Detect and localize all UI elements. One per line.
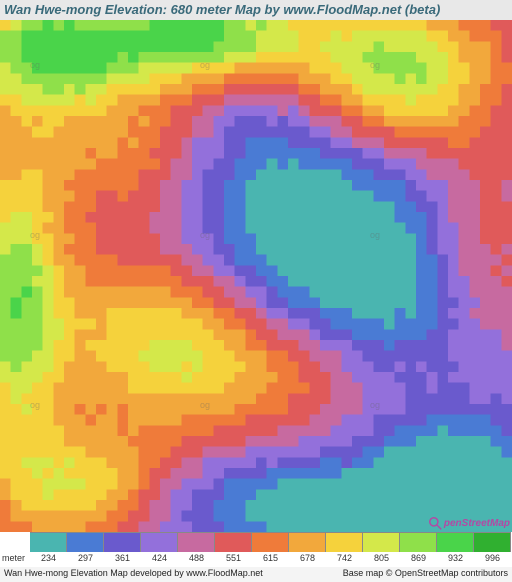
elevation-legend-labels: meter 234 297 361 424 488 551 615 678 742 805 869 9…: [0, 552, 512, 567]
legend-cell: [474, 532, 511, 552]
legend-cell: [363, 532, 400, 552]
page-title: Wan Hwe-mong Elevation: 680 meter Map by…: [0, 0, 512, 20]
legend-tick-label: 361: [115, 552, 130, 564]
elevation-heatmap-canvas: [0, 20, 512, 532]
legend-tick-label: 297: [78, 552, 93, 564]
legend-tick-label: 234: [41, 552, 56, 564]
footer-credit-left: Wan Hwe-mong Elevation Map developed by …: [4, 568, 263, 581]
legend-cell: [252, 532, 289, 552]
legend-tick-label: 869: [411, 552, 426, 564]
legend-tick-label: 742: [337, 552, 352, 564]
legend-cell: [400, 532, 437, 552]
legend-tick-label: 488: [189, 552, 204, 564]
legend-cell: [215, 532, 252, 552]
legend-unit-label: meter: [2, 552, 25, 564]
legend-cell: [289, 532, 326, 552]
legend-cell: [141, 532, 178, 552]
legend-tick-label: 996: [485, 552, 500, 564]
elevation-legend-bar: [0, 532, 512, 552]
footer-credit-right: Base map © OpenStreetMap contributors: [343, 568, 508, 581]
legend-cell: [437, 532, 474, 552]
legend-tick-label: 805: [374, 552, 389, 564]
elevation-map: ogogogogogogogogog penStreetMap: [0, 20, 512, 532]
legend-tick-label: 678: [300, 552, 315, 564]
legend-spacer: [0, 532, 30, 552]
legend-cell: [104, 532, 141, 552]
legend-cell: [67, 532, 104, 552]
legend-tick-label: 551: [226, 552, 241, 564]
legend-tick-label: 932: [448, 552, 463, 564]
legend-cell: [178, 532, 215, 552]
legend-cell: [326, 532, 363, 552]
osm-attribution: penStreetMap: [428, 516, 510, 530]
legend-tick-label: 424: [152, 552, 167, 564]
osm-attribution-text: penStreetMap: [444, 518, 510, 529]
footer-bar: Wan Hwe-mong Elevation Map developed by …: [0, 567, 512, 582]
legend-cell: [30, 532, 67, 552]
magnify-icon: [428, 516, 442, 530]
legend-tick-label: 615: [263, 552, 278, 564]
